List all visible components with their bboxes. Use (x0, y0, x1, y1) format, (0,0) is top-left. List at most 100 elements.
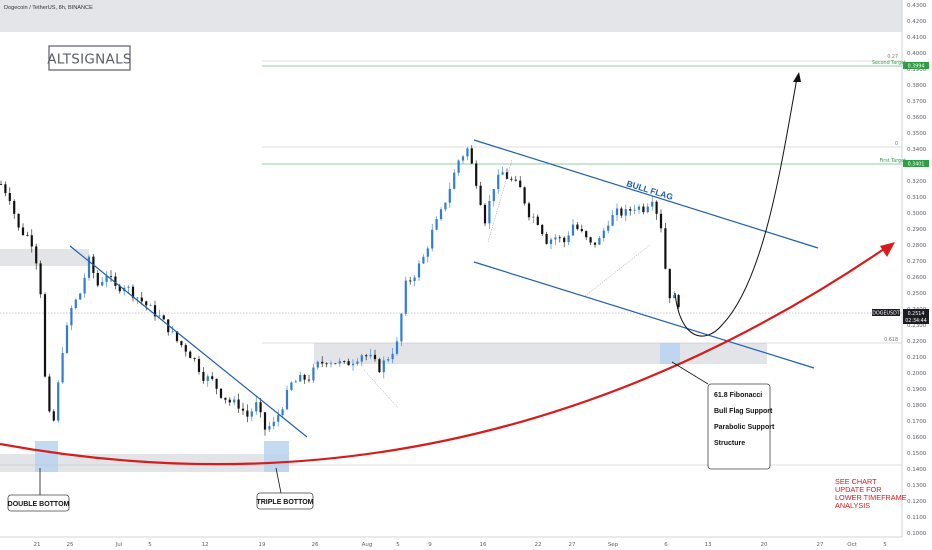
candle-body (299, 374, 302, 382)
time-axis[interactable]: 21 25 Jul 5 12 19 26 Aug 5 9 16 22 27 Sep 6 13 20 27 Oct 5 (34, 542, 888, 548)
x-tick-3: 5 (148, 542, 152, 548)
candle-body (17, 213, 20, 228)
y-tick-21: 0.2200 (907, 339, 927, 345)
candle-body (180, 341, 183, 346)
second-target-value: 0.3994 (908, 64, 925, 70)
candle-body (0, 184, 3, 185)
candle-body (673, 295, 676, 299)
x-tick-10: 16 (480, 542, 487, 548)
x-tick-11: 22 (535, 542, 542, 548)
candles (0, 145, 680, 436)
candle-body (571, 224, 575, 236)
candle-body (527, 203, 531, 218)
y-tick-9: 0.3400 (907, 147, 927, 153)
y-tick-32: 0.1100 (907, 515, 927, 521)
candle-body (589, 237, 592, 243)
candle-body (8, 193, 11, 202)
candle-body (655, 201, 658, 214)
x-tick-13: Sep (608, 542, 619, 548)
candle-body (426, 248, 429, 257)
footer-note-2: UPDATE FOR (835, 485, 882, 494)
candle-body (26, 234, 29, 236)
candle-body (140, 297, 143, 302)
support-note-2: Bull Flag Support (714, 408, 773, 415)
minor-trend-dash-1 (487, 159, 513, 243)
x-tick-15: 13 (705, 542, 712, 548)
candle-body (637, 206, 641, 210)
candle-body (365, 355, 368, 357)
candle-body (413, 277, 416, 281)
footer-note-4: ANALYSIS (835, 501, 870, 510)
y-tick-18: 0.2500 (907, 291, 927, 297)
projected-path-arrowhead (793, 72, 801, 82)
candle-body (343, 361, 346, 362)
candle-body (321, 361, 324, 364)
first-target-badge (903, 160, 929, 167)
candle-body (48, 376, 51, 412)
candle-body (114, 276, 117, 286)
first-target-label: First Target (880, 158, 907, 164)
projected-path-curve (674, 77, 798, 337)
y-tick-28: 0.1500 (907, 451, 927, 457)
candle-body (277, 415, 280, 422)
candle-body (4, 184, 7, 194)
candle-body (87, 256, 91, 278)
left-resistance-zone (0, 249, 89, 266)
candle-body (189, 351, 192, 359)
candle-body (250, 411, 253, 417)
candle-body (646, 206, 649, 213)
fib-027-label: 0.27 (887, 54, 898, 60)
candle-body (70, 308, 73, 326)
footer-note-1: SEE CHART (835, 477, 877, 486)
candle-body (488, 200, 491, 224)
candle-body (602, 230, 605, 239)
candle-body (510, 178, 513, 180)
candle-body (668, 268, 671, 299)
candle-body (21, 227, 25, 235)
candle-body (536, 216, 539, 225)
candle-body (409, 280, 412, 282)
candle-body (554, 237, 557, 240)
candle-body (101, 281, 104, 286)
y-tick-29: 0.1400 (907, 467, 927, 473)
candle-body (360, 355, 363, 362)
y-tick-33: 0.1000 (907, 531, 927, 537)
y-tick-12: 0.3100 (907, 195, 927, 201)
fib-support-zone (314, 343, 767, 364)
altsignals-logo: ALTSIGNALS (47, 45, 131, 71)
top-resistance-zone (0, 0, 902, 32)
y-tick-23: 0.2000 (907, 371, 927, 377)
candle-body (532, 216, 535, 218)
candle-body (228, 399, 231, 403)
candle-body (664, 228, 667, 269)
candle-body (109, 276, 113, 277)
x-tick-5: 19 (259, 542, 266, 548)
candle-body (290, 382, 293, 390)
current-symbol-label: DOGEUSDT (872, 311, 899, 317)
candle-body (149, 305, 152, 306)
candle-body (369, 354, 372, 357)
price-axis[interactable]: 0.4300 0.4200 0.4100 0.4000 0.3900 0.3800 0.37… (901, 0, 927, 537)
candle-body (541, 224, 544, 235)
support-notes-box (707, 383, 771, 470)
y-tick-11: 0.3200 (907, 179, 927, 185)
y-tick-25: 0.1800 (907, 403, 927, 409)
y-tick-2: 0.4100 (907, 35, 927, 41)
x-tick-16: 20 (761, 542, 768, 548)
candle-body (171, 331, 174, 333)
candle-body (263, 412, 267, 430)
candle-body (347, 361, 350, 366)
candle-body (497, 174, 500, 189)
x-tick-2: Jul (115, 542, 123, 548)
x-tick-9: 9 (428, 542, 432, 548)
candle-body (83, 277, 86, 294)
candle-body (514, 179, 517, 181)
current-symbol-badge (872, 309, 900, 316)
candle-body (563, 237, 566, 243)
parabolic-support-curve (0, 248, 885, 466)
candle-body (351, 363, 355, 366)
current-price-value: 0.2514 (908, 311, 925, 317)
candle-body (580, 229, 583, 232)
y-tick-16: 0.2700 (907, 259, 927, 265)
